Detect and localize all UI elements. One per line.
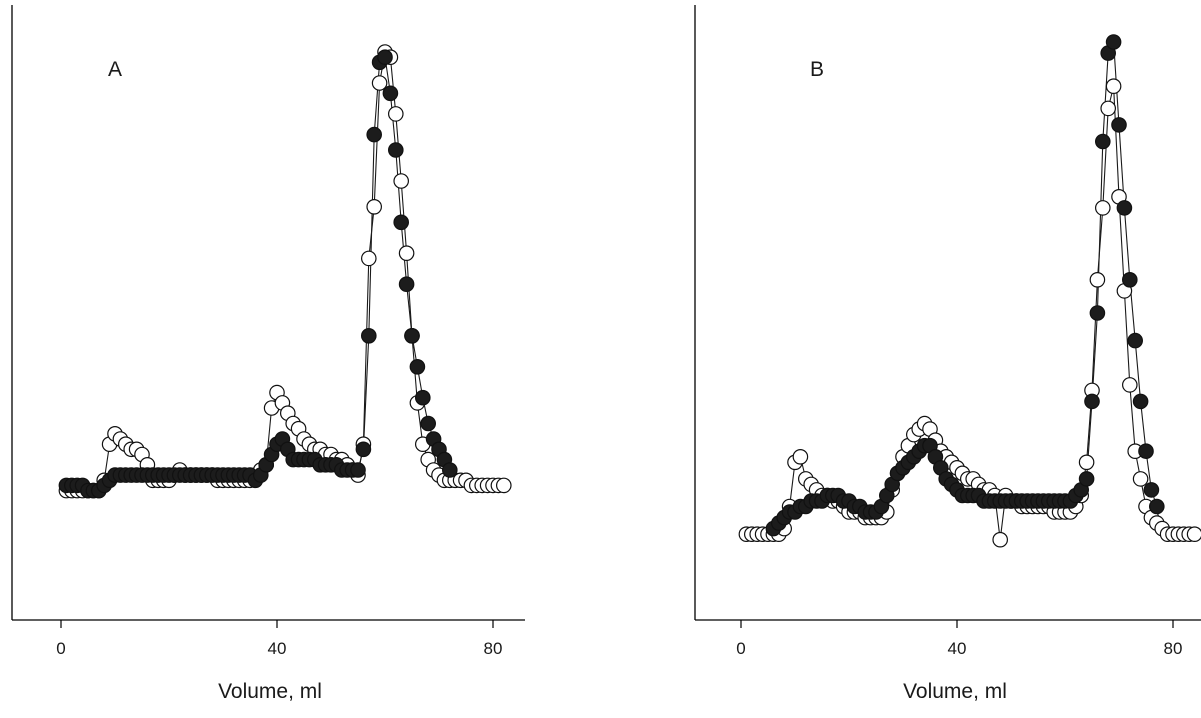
point-a-filled-60 — [382, 85, 399, 102]
point-b-open-73 — [1132, 471, 1149, 487]
x-tick-label-b-40: 40 — [948, 639, 967, 658]
point-b-open-63 — [1078, 454, 1095, 471]
x-tick-label-a-0: 0 — [56, 639, 65, 658]
point-b-filled-59 — [1084, 393, 1100, 410]
point-a-open-58 — [371, 75, 388, 91]
x-tick-label-a-40: 40 — [268, 639, 287, 658]
panel-a: A Volume, ml 0 40 80 — [11, 5, 525, 703]
point-a-filled-63 — [398, 276, 415, 292]
point-b-open-71 — [1122, 377, 1138, 393]
point-a-filled-61 — [387, 142, 404, 158]
point-b-open-47 — [992, 531, 1008, 548]
point-a-open-81 — [495, 477, 512, 494]
x-ticks-b: 0 40 80 — [736, 620, 1182, 658]
point-a-open-63 — [398, 245, 415, 261]
point-b-open-83 — [1186, 526, 1201, 542]
panel-label-a: A — [108, 58, 122, 81]
point-a-filled-65 — [409, 358, 426, 375]
series-group-b — [738, 34, 1201, 548]
point-b-filled-70 — [1143, 482, 1160, 498]
point-b-filled-63 — [1105, 34, 1122, 50]
point-a-open-57 — [366, 199, 382, 215]
x-axis-title-b: Volume, ml — [903, 680, 1007, 703]
x-axis-title-a: Volume, ml — [218, 680, 322, 703]
point-a-filled-62 — [393, 214, 409, 231]
point-a-filled-67 — [420, 415, 436, 432]
x-tick-label-a-80: 80 — [484, 639, 503, 658]
point-b-filled-58 — [1078, 471, 1095, 487]
point-a-filled-57 — [366, 126, 382, 143]
point-b-filled-68 — [1132, 393, 1149, 410]
point-b-filled-67 — [1127, 332, 1143, 349]
point-a-filled-64 — [404, 327, 420, 344]
series-line-a-filled — [66, 56, 451, 492]
point-b-open-66 — [1095, 200, 1111, 216]
point-b-open-10 — [792, 448, 809, 465]
point-b-filled-71 — [1149, 498, 1165, 515]
point-b-open-65 — [1089, 271, 1106, 288]
point-a-filled-66 — [414, 389, 431, 406]
x-tick-label-b-80: 80 — [1164, 639, 1183, 658]
series-line-a-open — [66, 50, 504, 492]
point-b-open-68 — [1105, 78, 1122, 94]
point-a-filled-55 — [355, 441, 372, 458]
point-b-filled-64 — [1111, 117, 1127, 133]
point-b-open-67 — [1100, 100, 1116, 117]
point-a-filled-71 — [441, 462, 458, 478]
panel-b: B Volume, ml 0 40 80 — [694, 5, 1201, 703]
point-a-filled-56 — [360, 327, 377, 344]
point-a-open-56 — [360, 250, 377, 267]
panel-label-b: B — [810, 58, 824, 81]
point-b-filled-66 — [1122, 271, 1138, 288]
point-a-filled-54 — [350, 462, 366, 478]
series-group-a — [58, 44, 512, 499]
point-a-open-62 — [393, 173, 409, 189]
point-b-filled-65 — [1116, 200, 1133, 216]
point-a-open-61 — [387, 106, 404, 122]
point-b-filled-60 — [1089, 305, 1106, 321]
point-b-filled-69 — [1138, 443, 1154, 459]
point-b-filled-61 — [1095, 133, 1111, 150]
x-tick-label-b-0: 0 — [736, 639, 745, 658]
x-ticks-a: 0 40 80 — [56, 620, 502, 658]
point-a-filled-59 — [377, 49, 393, 65]
